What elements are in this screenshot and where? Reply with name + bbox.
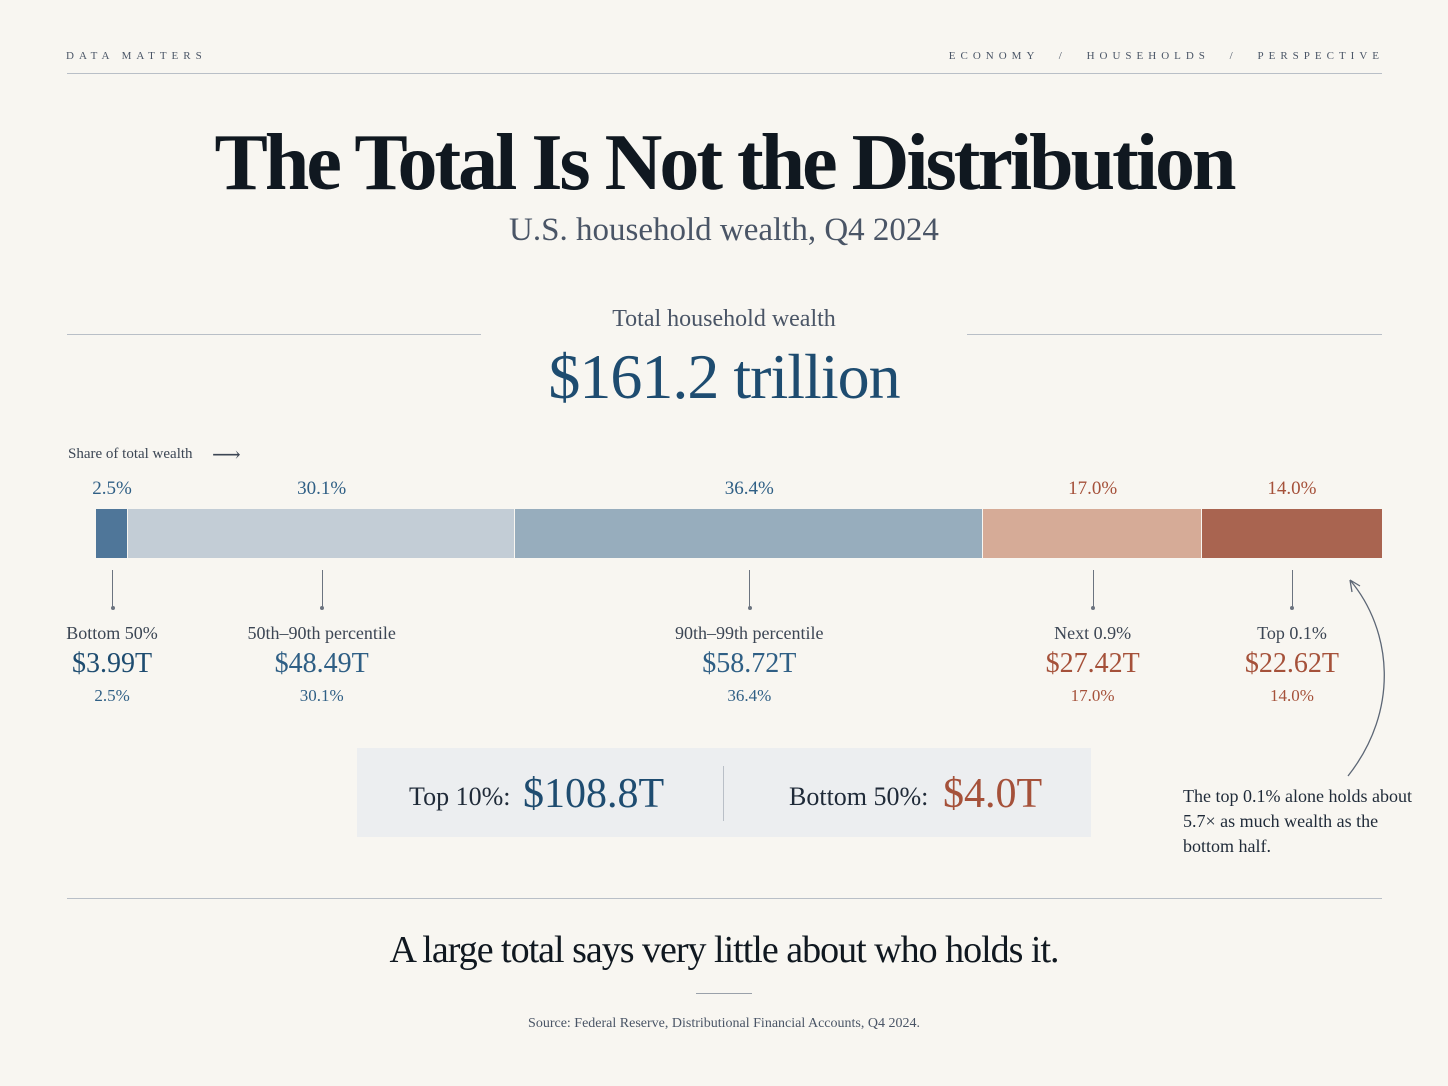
- leader-line-bottom-50: [112, 570, 114, 608]
- tagline: A large total says very little about who…: [389, 929, 1059, 971]
- group-name-top-0-1: Top 0.1%: [1257, 623, 1327, 643]
- group-name-bottom-50: Bottom 50%: [66, 623, 158, 643]
- group-amount-bottom-50: $3.99T: [72, 648, 153, 679]
- leader-line-50th-90th-percentile: [321, 570, 323, 608]
- share-axis-label: Share of total wealth: [68, 446, 193, 462]
- group-name-next-0-9: Next 0.9%: [1054, 623, 1132, 643]
- brand-label: DATA MATTERS: [66, 50, 207, 62]
- total-rule-right: [967, 334, 1382, 335]
- group-name-90th-99th-percentile: 90th–99th percentile: [675, 623, 824, 643]
- leader-dot-top-0-1: [1290, 606, 1295, 610]
- bar-share-label-top-0-1: 14.0%: [1267, 478, 1317, 499]
- leader-line-90th-99th-percentile: [749, 570, 751, 608]
- leader-line-top-0-1: [1291, 570, 1293, 608]
- leader-line-next-0-9: [1092, 570, 1094, 608]
- page-title: The Total Is Not the Distribution: [214, 119, 1237, 207]
- annotation-arrow: [1347, 579, 1385, 777]
- group-share-top-0-1: 14.0%: [1270, 686, 1314, 705]
- bar-share-label-next-0-9: 17.0%: [1068, 478, 1118, 499]
- bar-segment-bottom-50: [96, 509, 128, 558]
- total-value: $161.2 trillion: [548, 341, 900, 412]
- leader-dot-50th-90th-percentile: [320, 606, 325, 610]
- breadcrumb-item-households[interactable]: HOUSEHOLDS: [1086, 50, 1210, 62]
- arrow-right-icon: ⟶: [212, 444, 241, 466]
- group-share-90th-99th-percentile: 36.4%: [727, 686, 772, 705]
- breadcrumb-separator: /: [1229, 50, 1238, 62]
- footer-rule: [67, 898, 1382, 899]
- breadcrumb: ECONOMY / HOUSEHOLDS / PERSPECTIVE: [949, 50, 1384, 62]
- bottom-50-label: Bottom 50%:: [789, 782, 929, 811]
- bar-segment-next-0-9: [983, 509, 1201, 558]
- bar-segment-90th-99th-percentile: [515, 509, 983, 558]
- bar-segment-top-0-1: [1201, 509, 1382, 558]
- breadcrumb-item-economy[interactable]: ECONOMY: [948, 50, 1040, 62]
- tagline-rule: [696, 993, 752, 994]
- page-subtitle: U.S. household wealth, Q4 2024: [509, 212, 939, 248]
- group-share-50th-90th-percentile: 30.1%: [299, 686, 344, 705]
- total-rule-left: [67, 334, 481, 335]
- group-amount-next-0-9: $27.42T: [1045, 648, 1140, 679]
- leader-dot-next-0-9: [1091, 606, 1096, 610]
- summary-callout: [357, 748, 1091, 837]
- bottom-50-value: $4.0T: [943, 771, 1043, 817]
- source-note: Source: Federal Reserve, Distributional …: [528, 1016, 920, 1031]
- breadcrumb-separator: /: [1058, 50, 1067, 62]
- group-amount-50th-90th-percentile: $48.49T: [274, 648, 369, 679]
- leader-dot-bottom-50: [110, 606, 115, 610]
- bar-segment-50th-90th-percentile: [128, 509, 515, 558]
- callout-divider: [723, 766, 724, 821]
- bar-share-label-bottom-50: 2.5%: [92, 478, 132, 499]
- group-share-next-0-9: 17.0%: [1070, 686, 1115, 705]
- total-label: Total household wealth: [612, 306, 836, 332]
- bar-share-label-90th-99th-percentile: 36.4%: [724, 478, 774, 499]
- annotation-note: The top 0.1% alone holds about 5.7× as m…: [1183, 786, 1412, 856]
- leader-dot-90th-99th-percentile: [747, 606, 752, 610]
- header-rule: [67, 73, 1382, 74]
- bar-share-label-50th-90th-percentile: 30.1%: [297, 478, 347, 499]
- group-name-50th-90th-percentile: 50th–90th percentile: [247, 623, 396, 643]
- top-10-label: Top 10%:: [409, 782, 511, 811]
- breadcrumb-item-perspective: PERSPECTIVE: [1257, 50, 1384, 62]
- group-amount-top-0-1: $22.62T: [1244, 648, 1340, 679]
- group-amount-90th-99th-percentile: $58.72T: [702, 648, 797, 679]
- top-10-value: $108.8T: [523, 771, 665, 817]
- group-share-bottom-50: 2.5%: [94, 686, 130, 705]
